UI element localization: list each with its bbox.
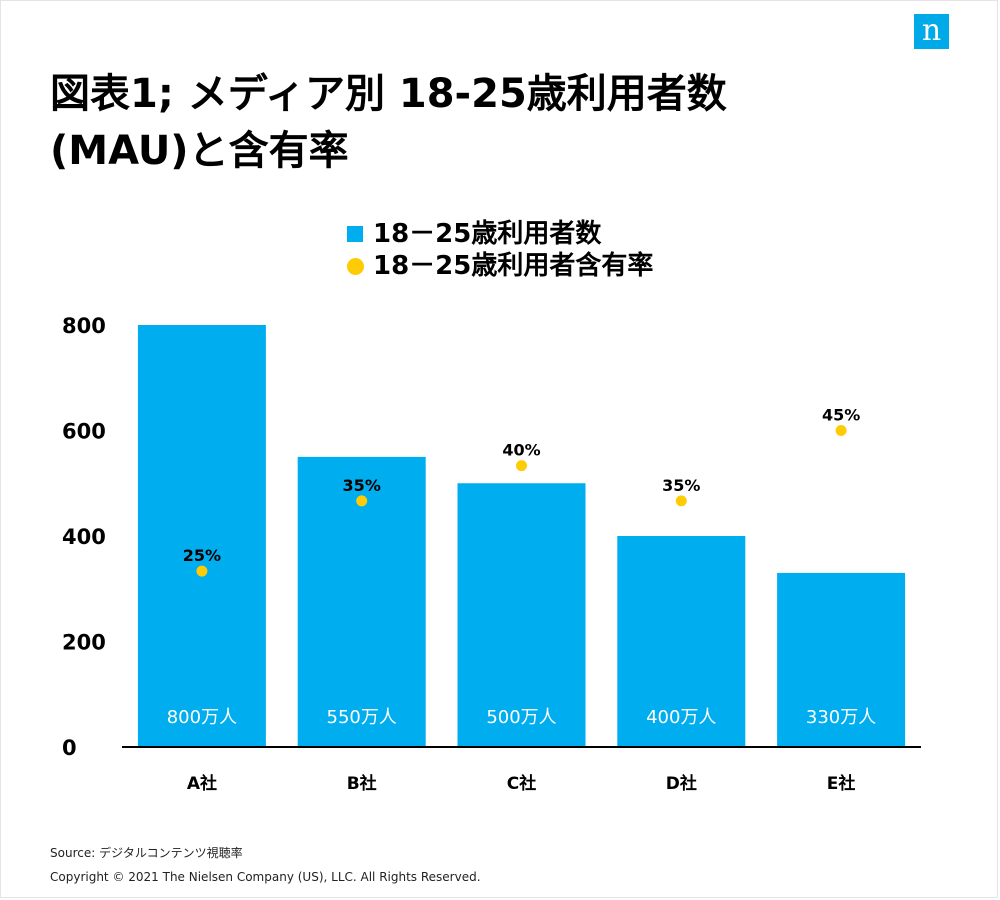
share-value-label: 45% — [822, 406, 860, 425]
x-tick-label: D社 — [666, 773, 697, 794]
bar-value-label: 400万人 — [646, 707, 716, 728]
bar-value-label: 330万人 — [806, 707, 876, 728]
bar-value-label: 550万人 — [327, 707, 397, 728]
legend-item-users: 18－25歳利用者数 — [347, 218, 653, 250]
y-tick-label: 200 — [62, 631, 106, 655]
share-point-1 — [196, 565, 208, 577]
bar-value-label: 800万人 — [167, 707, 237, 728]
chart-title-line1: 図表1; メディア別 18-25歳利用者数 — [50, 71, 727, 117]
x-tick-label: C社 — [507, 773, 536, 794]
bar-value-label: 500万人 — [486, 707, 556, 728]
legend-item-share: 18－25歳利用者含有率 — [347, 250, 653, 282]
bar-1 — [137, 325, 266, 747]
copyright-note: Copyright © 2021 The Nielsen Company (US… — [50, 870, 481, 884]
legend-circle-icon — [347, 257, 364, 275]
y-tick-label: 400 — [62, 525, 106, 549]
legend-label-users: 18－25歳利用者数 — [373, 219, 602, 249]
share-point-4 — [675, 495, 687, 507]
bar-4 — [617, 536, 746, 747]
share-value-label: 25% — [183, 546, 221, 565]
share-point-2 — [356, 495, 368, 507]
x-tick-label: A社 — [187, 773, 217, 794]
y-tick-label: 800 — [62, 314, 106, 338]
source-note: Source: デジタルコンテンツ視聴率 — [50, 846, 243, 860]
bar-3 — [457, 483, 586, 747]
legend-label-share: 18－25歳利用者含有率 — [373, 251, 654, 281]
y-tick-label: 600 — [62, 420, 106, 444]
chart-title: 図表1; メディア別 18-25歳利用者数 (MAU)と含有率 — [50, 66, 930, 180]
bar-5 — [777, 572, 906, 747]
chart-title-line2: (MAU)と含有率 — [50, 128, 349, 174]
share-point-5 — [835, 425, 847, 436]
y-tick-label: 0 — [62, 736, 77, 760]
share-point-3 — [516, 460, 527, 472]
legend-square-icon — [347, 226, 363, 242]
share-value-label: 35% — [662, 476, 700, 495]
share-value-label: 40% — [502, 441, 540, 460]
nielsen-logo: n — [914, 14, 949, 49]
share-value-label: 35% — [343, 476, 381, 495]
x-tick-label: E社 — [827, 773, 856, 794]
x-tick-label: B社 — [347, 773, 377, 794]
legend: 18－25歳利用者数 18－25歳利用者含有率 — [347, 218, 653, 282]
